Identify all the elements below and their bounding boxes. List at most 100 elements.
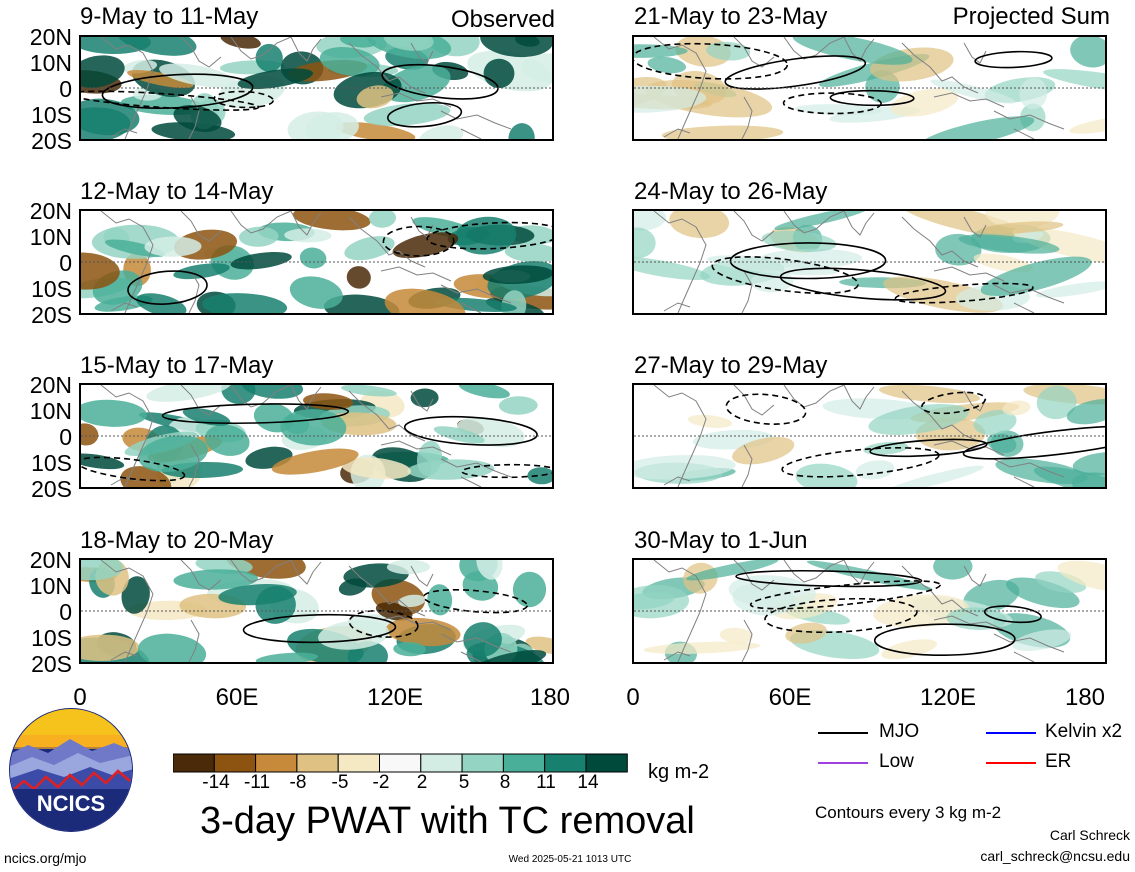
colorbar-swatch bbox=[296, 753, 339, 773]
colorbar-swatch bbox=[173, 753, 215, 773]
legend-label-kelvin: Kelvin x2 bbox=[1045, 721, 1123, 742]
legend-line-er bbox=[986, 762, 1036, 764]
colorbar-tick: -8 bbox=[289, 772, 307, 793]
lat-label: 10S bbox=[31, 450, 72, 476]
legend-label-er: ER bbox=[1045, 751, 1072, 772]
colorbar-swatch bbox=[337, 753, 380, 773]
panel-title: 15-May to 17-May bbox=[80, 352, 274, 379]
contour-note: Contours every 3 kg m-2 bbox=[815, 803, 1002, 822]
anomaly-field bbox=[634, 385, 1105, 487]
pwat-anomaly-map bbox=[81, 37, 552, 139]
pwat-map-panel bbox=[632, 558, 1107, 664]
legend-line-low bbox=[818, 762, 868, 764]
coastlines bbox=[100, 37, 512, 139]
panel-title: 9-May to 11-May bbox=[80, 3, 259, 30]
legend-label-low: Low bbox=[879, 751, 914, 772]
lat-label: 20N bbox=[29, 372, 72, 398]
pwat-anomaly-map bbox=[634, 37, 1105, 139]
projected-sum-label: Projected Sum bbox=[952, 3, 1110, 30]
anomaly-field bbox=[81, 37, 552, 139]
author-name: Carl Schreck bbox=[1049, 827, 1130, 843]
legend-label-mjo: MJO bbox=[879, 721, 920, 742]
ncics-logo: NCICS bbox=[9, 708, 133, 832]
mjo-contours bbox=[725, 391, 1105, 478]
footer-url: ncics.org/mjo bbox=[4, 850, 87, 866]
coastlines bbox=[653, 211, 1065, 313]
pwat-anomaly-map bbox=[634, 560, 1105, 662]
pwat-map-panel bbox=[79, 383, 554, 489]
pwat-map-panel bbox=[632, 383, 1107, 489]
colorbar-swatch bbox=[502, 753, 546, 773]
colorbar-tick: 5 bbox=[458, 772, 470, 793]
lat-label: 10N bbox=[29, 398, 72, 424]
pwat-anomaly-map bbox=[81, 211, 552, 313]
lat-label: 10S bbox=[31, 625, 72, 651]
colorbar-swatch bbox=[544, 753, 587, 773]
pwat-anomaly-map bbox=[634, 211, 1105, 313]
colorbar-tick: -5 bbox=[331, 772, 349, 793]
pwat-map-panel bbox=[632, 209, 1107, 315]
lat-label: 10N bbox=[29, 573, 72, 599]
pwat-anomaly-map bbox=[81, 385, 552, 487]
lat-label: 20N bbox=[29, 547, 72, 573]
coastlines bbox=[100, 211, 512, 313]
lat-label: 20S bbox=[31, 128, 72, 154]
legend-line-mjo bbox=[818, 732, 868, 734]
colorbar-tick: 11 bbox=[536, 772, 556, 793]
footer-timestamp: Wed 2025-05-21 1013 UTC bbox=[508, 854, 632, 865]
mjo-contours bbox=[735, 569, 1042, 657]
colorbar-tick: 14 bbox=[577, 772, 599, 793]
ncics-logo-text: NCICS bbox=[37, 791, 105, 816]
pwat-map-panel bbox=[79, 35, 554, 141]
colorbar bbox=[173, 753, 628, 773]
pwat-map-panel bbox=[79, 558, 554, 664]
panel-title: 12-May to 14-May bbox=[80, 178, 274, 205]
lat-label: 20S bbox=[31, 476, 72, 502]
colorbar-swatch bbox=[255, 753, 298, 773]
mjo-contours bbox=[711, 242, 1034, 304]
coastlines bbox=[653, 385, 1065, 487]
lon-label: 60E bbox=[215, 684, 259, 711]
mjo-contours bbox=[81, 403, 552, 482]
lat-label: 10S bbox=[31, 276, 72, 302]
lat-label: 0 bbox=[59, 599, 72, 625]
colorbar-tick: 2 bbox=[416, 772, 428, 793]
colorbar-swatch bbox=[213, 753, 257, 773]
lat-label: 10S bbox=[31, 102, 72, 128]
legend-line-kelvin bbox=[986, 732, 1036, 734]
colorbar-tick: -14 bbox=[202, 772, 230, 793]
pwat-map-panel bbox=[79, 209, 554, 315]
pwat-map-panel bbox=[632, 35, 1107, 141]
panel-title: 21-May to 23-May bbox=[634, 3, 828, 30]
lon-label: 120E bbox=[366, 684, 424, 711]
colorbar-units: kg m-2 bbox=[648, 761, 710, 783]
mjo-contours bbox=[242, 589, 529, 644]
panel-title: 18-May to 20-May bbox=[80, 527, 274, 554]
pwat-anomaly-map bbox=[81, 560, 552, 662]
colorbar-swatch bbox=[461, 753, 504, 773]
lat-label: 0 bbox=[59, 424, 72, 450]
lon-label: 60E bbox=[768, 684, 812, 711]
coastlines bbox=[100, 560, 512, 662]
colorbar-swatch bbox=[420, 753, 463, 773]
lon-label: 180 bbox=[1064, 684, 1106, 711]
pwat-anomaly-map bbox=[634, 385, 1105, 487]
mjo-contours bbox=[127, 221, 552, 305]
colorbar-tick: -2 bbox=[372, 772, 390, 793]
anomaly-field bbox=[81, 211, 552, 313]
anomaly-field bbox=[634, 37, 1105, 139]
lat-label: 20N bbox=[29, 198, 72, 224]
mjo-contours bbox=[81, 63, 499, 128]
coastlines bbox=[100, 385, 512, 487]
lon-label: 180 bbox=[529, 684, 571, 711]
panel-title: 30-May to 1-Jun bbox=[634, 527, 808, 554]
panel-title: 27-May to 29-May bbox=[634, 352, 828, 379]
lon-label: 0 bbox=[73, 684, 87, 711]
lat-label: 0 bbox=[59, 76, 72, 102]
colorbar-swatch bbox=[379, 753, 422, 773]
lat-label: 20S bbox=[31, 302, 72, 328]
lat-label: 10N bbox=[29, 224, 72, 250]
observed-label: Observed bbox=[450, 6, 555, 33]
coastlines bbox=[653, 560, 1065, 662]
lon-label: 0 bbox=[626, 684, 640, 711]
